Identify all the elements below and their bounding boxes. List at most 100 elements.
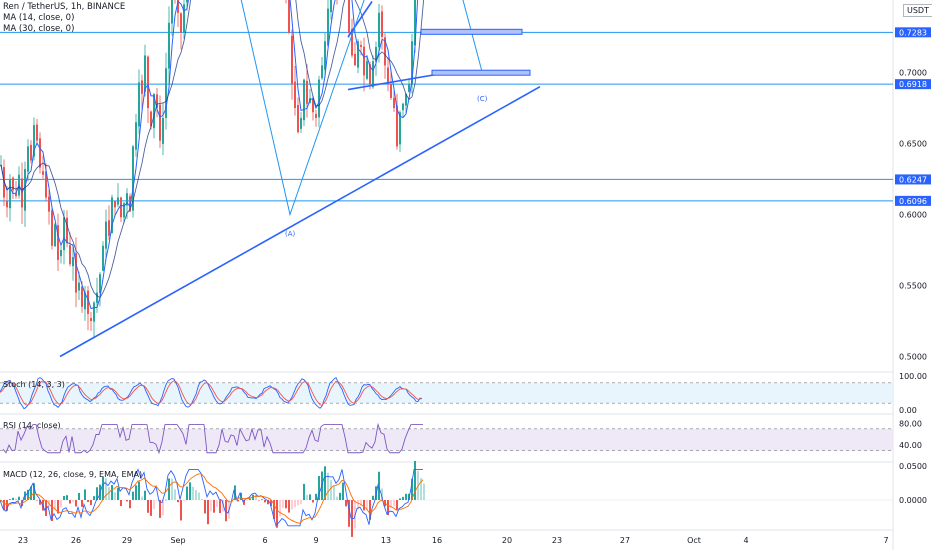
macd-histogram-bar: [159, 500, 161, 518]
candle-body: [27, 146, 29, 172]
macd-histogram-bar: [57, 500, 59, 514]
candle-body: [330, 0, 332, 13]
candle-body: [84, 292, 86, 310]
macd-histogram-bar: [168, 478, 170, 500]
candle-body: [408, 83, 410, 92]
candle-body: [54, 224, 56, 247]
macd-histogram-bar: [12, 497, 14, 500]
candle-body: [120, 197, 122, 218]
macd-histogram-bar: [210, 500, 212, 512]
time-tick-label: 23: [18, 536, 28, 545]
macd-histogram-bar: [363, 500, 365, 511]
ma30-legend[interactable]: MA (30, close, 0): [3, 24, 75, 34]
candle-body: [402, 103, 404, 111]
time-tick-label: 6: [262, 536, 267, 545]
macd-histogram-bar: [6, 500, 8, 511]
candle-body: [156, 94, 158, 108]
macd-histogram-bar: [360, 500, 362, 506]
candle-body: [102, 245, 104, 271]
candle-body: [372, 61, 374, 88]
price-badge-label: 0.6918: [899, 80, 927, 89]
candle-body: [150, 111, 152, 127]
macd-label[interactable]: MACD (12, 26, close, 9, EMA, EMA): [3, 470, 143, 479]
macd-histogram-bar: [36, 500, 38, 501]
macd-histogram-bar: [399, 498, 401, 500]
rsi-line: [2, 422, 423, 455]
macd-histogram-bar: [264, 500, 266, 503]
candle-body: [324, 41, 326, 70]
candle-body: [165, 68, 167, 118]
macd-histogram-bar: [423, 483, 425, 500]
wave-label: (C): [477, 95, 488, 103]
macd-histogram-bar: [204, 500, 206, 514]
candle-body: [390, 84, 392, 99]
macd-histogram-bar: [366, 500, 368, 511]
candle-body: [30, 144, 32, 161]
macd-histogram-bar: [372, 495, 374, 500]
candle-body: [375, 46, 377, 62]
macd-histogram-bar: [138, 481, 140, 500]
candle-body: [171, 0, 173, 24]
macd-histogram-bar: [393, 500, 395, 507]
price-tick-label: 0.5000: [899, 353, 927, 362]
candle-body: [33, 125, 35, 157]
candle-body: [369, 64, 371, 84]
candle-body: [147, 56, 149, 108]
macd-histogram-bar: [90, 500, 92, 506]
candle-body: [363, 46, 365, 76]
candle-body: [297, 104, 299, 133]
currency-badge[interactable]: USDT: [903, 4, 932, 17]
time-tick-label: 7: [883, 536, 888, 545]
macd-histogram-bar: [405, 493, 407, 500]
candle-body: [159, 104, 161, 141]
candle-body: [66, 217, 68, 243]
candle-body: [126, 193, 128, 206]
macd-histogram-bar: [402, 496, 404, 500]
macd-histogram-bar: [18, 496, 20, 500]
candle-body: [318, 79, 320, 118]
time-tick-label: 23: [552, 536, 562, 545]
candle-body: [111, 197, 113, 233]
macd-histogram-bar: [258, 500, 260, 501]
price-badge: [895, 79, 931, 90]
rsi-label[interactable]: RSI (14, close): [3, 421, 61, 430]
price-badge-label: 0.6247: [899, 175, 927, 184]
macd-histogram-bar: [297, 500, 299, 506]
candle-body: [69, 245, 71, 265]
candle-body: [153, 93, 155, 129]
time-tick-label: 9: [313, 536, 318, 545]
time-tick-label: 16: [432, 536, 442, 545]
macd-histogram-bar: [339, 492, 341, 500]
candle-body: [12, 177, 14, 191]
trendline: [347, 1, 373, 38]
macd-histogram-bar: [147, 500, 149, 513]
macd-histogram-bar: [105, 478, 107, 500]
candle-body: [378, 12, 380, 48]
candle-body: [381, 11, 383, 37]
macd-histogram-bar: [111, 484, 113, 500]
candle-body: [81, 286, 83, 307]
stoch-k-line: [0, 377, 423, 410]
macd-histogram-bar: [213, 500, 215, 513]
candle-body: [162, 117, 164, 144]
macd-histogram-bar: [396, 500, 398, 511]
candle-body: [36, 124, 38, 141]
candle-body: [60, 250, 62, 257]
macd-histogram-bar: [225, 500, 227, 522]
candle-body: [75, 253, 77, 293]
macd-histogram-bar: [33, 483, 35, 500]
macd-histogram-bar: [324, 466, 326, 500]
stoch-label[interactable]: Stoch (14, 3, 3): [3, 380, 65, 389]
macd-histogram-bar: [273, 500, 275, 520]
candle-body: [399, 112, 401, 145]
symbol-title[interactable]: Ren / TetherUS, 1h, BINANCE: [3, 2, 126, 12]
candle-body: [393, 98, 395, 108]
candle-body: [96, 292, 98, 303]
macd-histogram-bar: [348, 500, 350, 527]
macd-histogram-bar: [249, 498, 251, 500]
ma14-legend[interactable]: MA (14, close, 0): [3, 13, 75, 23]
candle-body: [15, 192, 17, 197]
legend: Ren / TetherUS, 1h, BINANCE MA (14, clos…: [3, 2, 125, 35]
